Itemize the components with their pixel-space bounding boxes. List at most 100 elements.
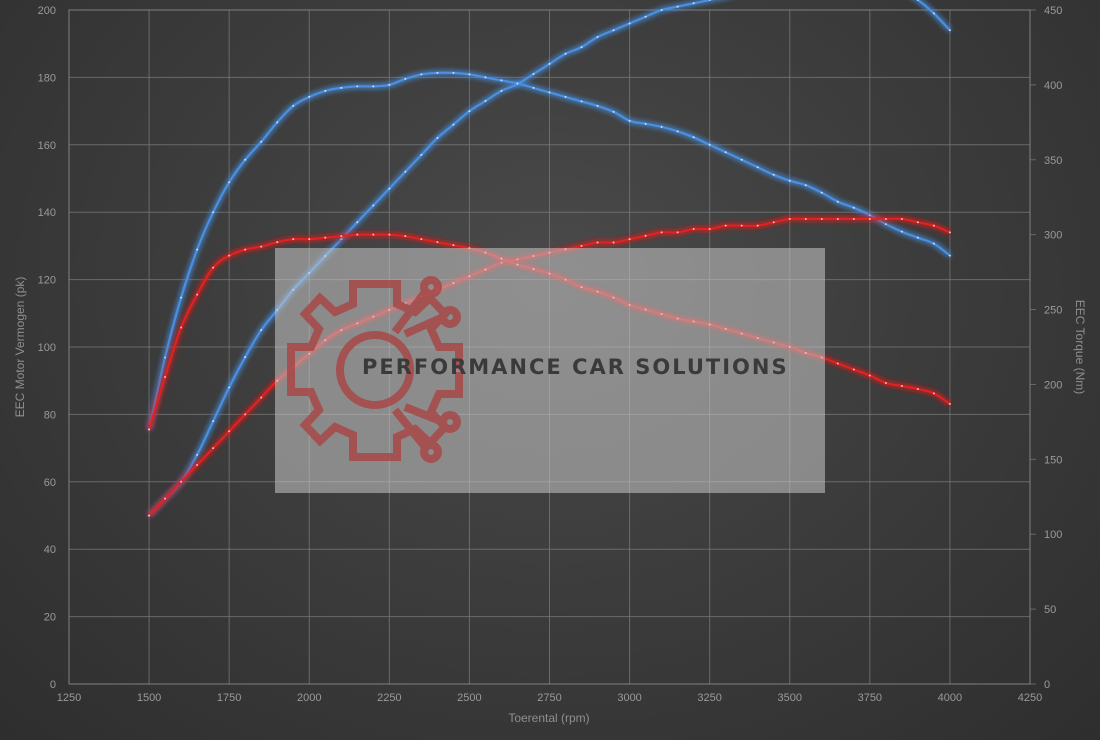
data-point xyxy=(148,428,151,431)
data-point xyxy=(228,181,231,184)
data-point xyxy=(916,236,919,239)
data-point xyxy=(948,254,951,257)
data-point xyxy=(916,387,919,390)
data-point xyxy=(500,79,503,82)
data-point xyxy=(772,221,775,224)
data-point xyxy=(564,95,567,98)
blue-right-series xyxy=(148,71,951,431)
data-point xyxy=(900,230,903,233)
data-point xyxy=(692,136,695,139)
data-point xyxy=(468,110,471,113)
data-point xyxy=(500,89,503,92)
data-point xyxy=(388,233,391,236)
data-point xyxy=(868,214,871,217)
data-point xyxy=(324,89,327,92)
data-point xyxy=(260,329,263,332)
data-point xyxy=(228,386,231,389)
data-point xyxy=(436,241,439,244)
data-point xyxy=(228,254,231,257)
data-point xyxy=(820,217,823,220)
data-point xyxy=(756,224,759,227)
data-point xyxy=(484,99,487,102)
data-point xyxy=(660,125,663,128)
data-point xyxy=(164,497,167,500)
data-point xyxy=(276,241,279,244)
data-point xyxy=(596,35,599,38)
data-point xyxy=(196,453,199,456)
x-tick-label: 3000 xyxy=(617,692,641,704)
data-point xyxy=(948,231,951,234)
data-point xyxy=(628,22,631,25)
y-left-tick-label: 200 xyxy=(38,5,56,17)
data-point xyxy=(692,228,695,231)
data-point xyxy=(340,235,343,238)
data-point xyxy=(788,217,791,220)
data-point xyxy=(692,2,695,5)
data-point xyxy=(404,77,407,80)
y-left-tick-label: 120 xyxy=(38,275,56,287)
y-left-tick-label: 140 xyxy=(38,207,56,219)
y-right-tick-label: 300 xyxy=(1044,230,1062,242)
x-tick-label: 3500 xyxy=(778,692,802,704)
plot-frame xyxy=(68,9,1031,685)
data-point xyxy=(580,46,583,49)
y-left-tick-label: 100 xyxy=(38,342,56,354)
data-point xyxy=(308,238,311,241)
data-point xyxy=(244,248,247,251)
data-point xyxy=(532,73,535,76)
data-point xyxy=(612,29,615,32)
data-point xyxy=(884,381,887,384)
data-point xyxy=(420,153,423,156)
data-point xyxy=(756,166,759,169)
data-point xyxy=(356,221,359,224)
watermark-panel xyxy=(275,248,825,493)
data-point xyxy=(820,191,823,194)
data-point xyxy=(660,9,663,11)
data-point xyxy=(708,0,711,1)
y-right-tick-label: 200 xyxy=(1044,379,1062,391)
data-point xyxy=(628,238,631,241)
data-point xyxy=(724,151,727,154)
data-point xyxy=(644,122,647,125)
data-point xyxy=(452,244,455,247)
data-point xyxy=(388,187,391,190)
data-point xyxy=(436,71,439,74)
data-point xyxy=(452,71,455,74)
data-point xyxy=(852,217,855,220)
data-point xyxy=(452,123,455,126)
data-point xyxy=(420,238,423,241)
y-right-tick-label: 0 xyxy=(1044,679,1050,691)
data-point xyxy=(372,204,375,207)
data-point xyxy=(900,384,903,387)
data-point xyxy=(244,413,247,416)
y-right-tick-label: 50 xyxy=(1044,604,1056,616)
tick-labels: 1250 1500 1750 2000 2250 2500 2750 3000 3250 3500… xyxy=(38,5,1063,704)
data-point xyxy=(260,245,263,248)
data-point xyxy=(196,463,199,466)
data-point xyxy=(260,396,263,399)
data-point xyxy=(836,200,839,203)
data-point xyxy=(836,217,839,220)
x-tick-label: 4000 xyxy=(938,692,962,704)
data-point xyxy=(340,86,343,89)
data-point xyxy=(564,52,567,55)
data-point xyxy=(148,514,151,517)
y-left-tick-label: 80 xyxy=(44,409,56,421)
data-point xyxy=(884,223,887,226)
data-point xyxy=(836,362,839,365)
data-point xyxy=(404,235,407,238)
data-point xyxy=(740,158,743,161)
data-point xyxy=(308,95,311,98)
data-point xyxy=(276,121,279,124)
y-left-tick-label: 40 xyxy=(44,544,56,556)
y-right-tick-label: 350 xyxy=(1044,155,1062,167)
data-point xyxy=(932,12,935,15)
data-point xyxy=(532,86,535,89)
x-tick-label: 1250 xyxy=(57,692,81,704)
y-right-tick-label: 100 xyxy=(1044,529,1062,541)
y-left-tick-label: 60 xyxy=(44,477,56,489)
data-point xyxy=(244,356,247,359)
data-point xyxy=(708,228,711,231)
x-axis-title: Toerental (rpm) xyxy=(508,711,589,725)
y-right-tick-label: 400 xyxy=(1044,80,1062,92)
